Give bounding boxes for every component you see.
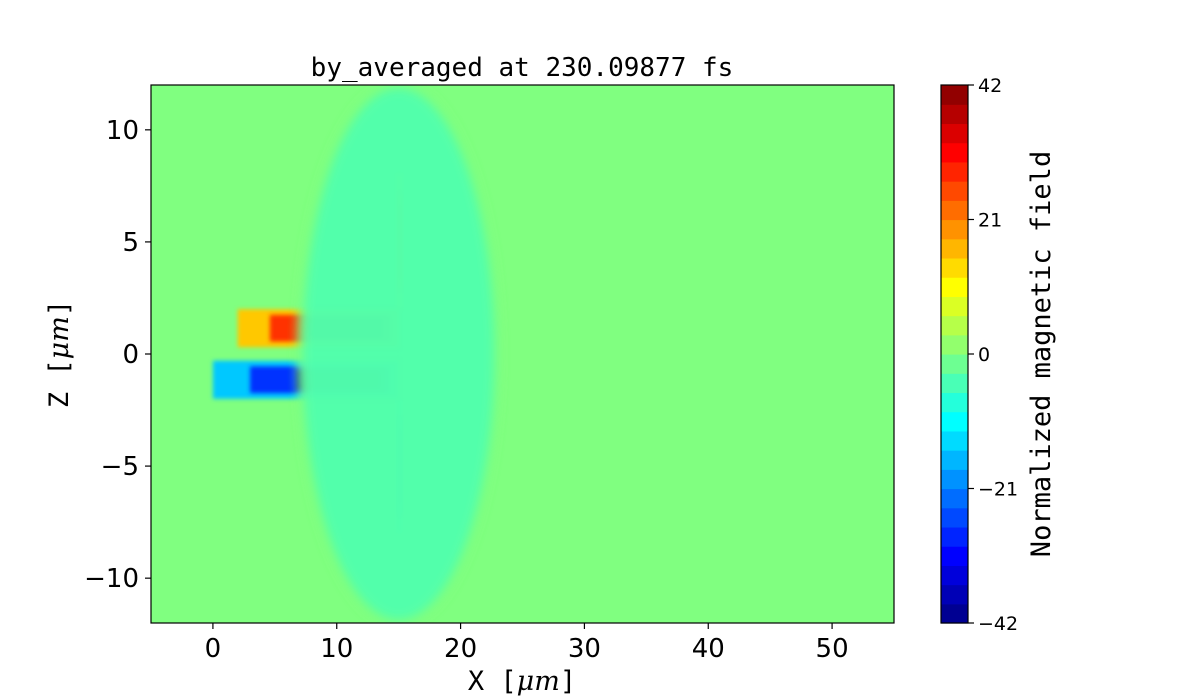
y-tick-label: 10	[106, 116, 139, 146]
colorbar-level	[941, 334, 968, 355]
colorbar-level	[941, 488, 968, 509]
colorbar-level	[941, 507, 968, 528]
feature-lower-expanding-shell-region	[299, 85, 498, 623]
colorbar-level	[941, 161, 968, 182]
colorbar-tick-label: 21	[978, 210, 1002, 232]
colorbar-tick-label: −21	[978, 479, 1018, 501]
y-axis-ticks: −10 −5 0 5 10	[84, 116, 151, 594]
colorbar-level	[941, 430, 968, 451]
colorbar-level	[941, 526, 968, 547]
x-tick-label: 10	[320, 634, 353, 664]
heatmap-plot-area	[151, 85, 894, 623]
colorbar-level	[941, 200, 968, 221]
x-tick-label: 40	[692, 634, 725, 664]
x-tick-label: 50	[816, 634, 849, 664]
colorbar-level	[941, 257, 968, 278]
y-axis-label: Z [μm]	[44, 300, 75, 408]
field-background	[151, 85, 894, 623]
y-tick-label: −10	[84, 564, 139, 594]
colorbar-tick-label: 42	[978, 75, 1002, 97]
colorbar-label: Normalized magnetic field	[1026, 151, 1057, 557]
chart-title: by_averaged at 230.09877 fs	[311, 53, 734, 83]
colorbar-level	[941, 584, 968, 605]
colorbar-level	[941, 450, 968, 470]
x-tick-label: 30	[568, 634, 601, 664]
colorbar-level	[941, 123, 968, 144]
x-axis-ticks: 0 10 20 30 40 50	[205, 623, 849, 664]
colorbar-level	[941, 142, 968, 163]
feature-lower-expanding-shell	[299, 85, 498, 623]
x-tick-label: 20	[444, 634, 477, 664]
colorbar-level	[941, 219, 968, 240]
y-tick-label: 5	[122, 228, 139, 258]
colorbar-level	[941, 104, 968, 125]
colorbar-level	[941, 238, 968, 259]
y-tick-label: −5	[101, 452, 139, 482]
colorbar-level	[941, 603, 968, 624]
field-features	[212, 85, 498, 623]
colorbar-level	[941, 546, 968, 566]
colorbar-level	[941, 373, 968, 394]
colorbar-level	[941, 277, 968, 297]
x-tick-label: 0	[205, 634, 222, 664]
colorbar-level	[941, 85, 968, 105]
colorbar-level	[941, 354, 968, 374]
colorbar-tick-label: −42	[978, 613, 1018, 635]
colorbar-level	[941, 565, 968, 586]
colorbar-level	[941, 411, 968, 432]
y-tick-label: 0	[122, 340, 139, 370]
colorbar-level	[941, 181, 968, 201]
colorbar-level	[941, 296, 968, 317]
colorbar-tick-label: 0	[978, 344, 990, 366]
colorbar-level	[941, 315, 968, 336]
colorbar-level	[941, 392, 968, 413]
colorbar: −42 −21 0 21 42	[940, 75, 1018, 635]
x-axis-label: X [μm]	[468, 666, 576, 697]
colorbar-level	[941, 469, 968, 490]
